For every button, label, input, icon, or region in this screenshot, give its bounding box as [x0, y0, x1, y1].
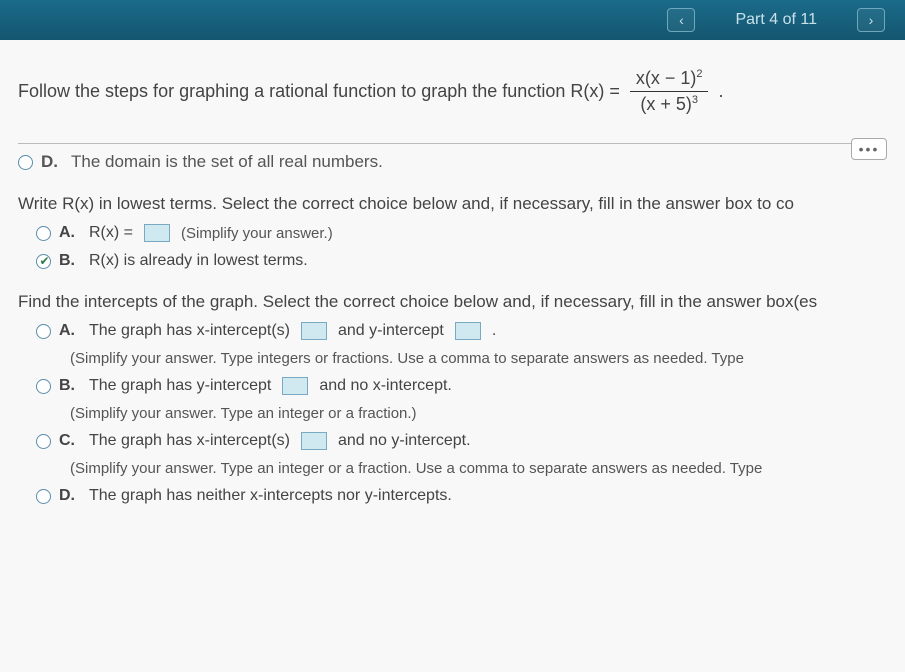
chevron-left-icon: ‹ — [679, 12, 684, 28]
intercepts-option-a[interactable]: A. The graph has x-intercept(s) and y-in… — [36, 322, 887, 340]
x-intercept-input-c[interactable] — [301, 432, 327, 450]
question-content: Follow the steps for graphing a rational… — [0, 40, 905, 672]
radio-int-a[interactable] — [36, 324, 51, 339]
next-part-button[interactable]: › — [857, 8, 885, 32]
rational-expression: x(x − 1)2 (x + 5)3 — [630, 68, 709, 115]
radio-int-b[interactable] — [36, 379, 51, 394]
numerator: x(x − 1)2 — [630, 68, 709, 92]
previous-answer-row: D. The domain is the set of all real num… — [18, 152, 851, 172]
dots-icon: ••• — [859, 141, 880, 157]
radio-lowest-b[interactable] — [36, 254, 51, 269]
intercepts-prompt: Find the intercepts of the graph. Select… — [18, 292, 887, 312]
rx-input[interactable] — [144, 224, 170, 242]
lowest-terms-prompt: Write R(x) in lowest terms. Select the c… — [18, 194, 887, 214]
intercepts-b-hint: (Simplify your answer. Type an integer o… — [70, 405, 887, 422]
progress-header: ‹ Part 4 of 11 › — [0, 0, 905, 40]
intercepts-c-hint: (Simplify your answer. Type an integer o… — [70, 460, 887, 477]
prev-choice-text: The domain is the set of all real number… — [71, 152, 383, 172]
intercepts-option-d[interactable]: D. The graph has neither x-intercepts no… — [36, 487, 887, 505]
denominator: (x + 5)3 — [634, 92, 704, 115]
chevron-right-icon: › — [869, 12, 874, 28]
intercepts-a-hint: (Simplify your answer. Type integers or … — [70, 350, 887, 367]
prev-part-button[interactable]: ‹ — [667, 8, 695, 32]
lowest-option-a[interactable]: A. R(x) = (Simplify your answer.) — [36, 224, 887, 242]
radio-lowest-a[interactable] — [36, 226, 51, 241]
prompt-text: Follow the steps for graphing a rational… — [18, 81, 620, 102]
more-options-button[interactable]: ••• — [851, 138, 887, 160]
intercepts-option-b[interactable]: B. The graph has y-intercept and no x-in… — [36, 377, 887, 395]
lowest-option-b[interactable]: B. R(x) is already in lowest terms. — [36, 252, 887, 270]
x-intercept-input-a[interactable] — [301, 322, 327, 340]
y-intercept-input-b[interactable] — [282, 377, 308, 395]
part-indicator: Part 4 of 11 — [735, 11, 817, 29]
y-intercept-input-a[interactable] — [455, 322, 481, 340]
radio-int-d[interactable] — [36, 489, 51, 504]
option-letter: D. — [41, 152, 59, 172]
radio-int-c[interactable] — [36, 434, 51, 449]
intercepts-option-c[interactable]: C. The graph has x-intercept(s) and no y… — [36, 432, 887, 450]
question-prompt: Follow the steps for graphing a rational… — [18, 68, 887, 144]
radio-prev-d[interactable] — [18, 155, 33, 170]
